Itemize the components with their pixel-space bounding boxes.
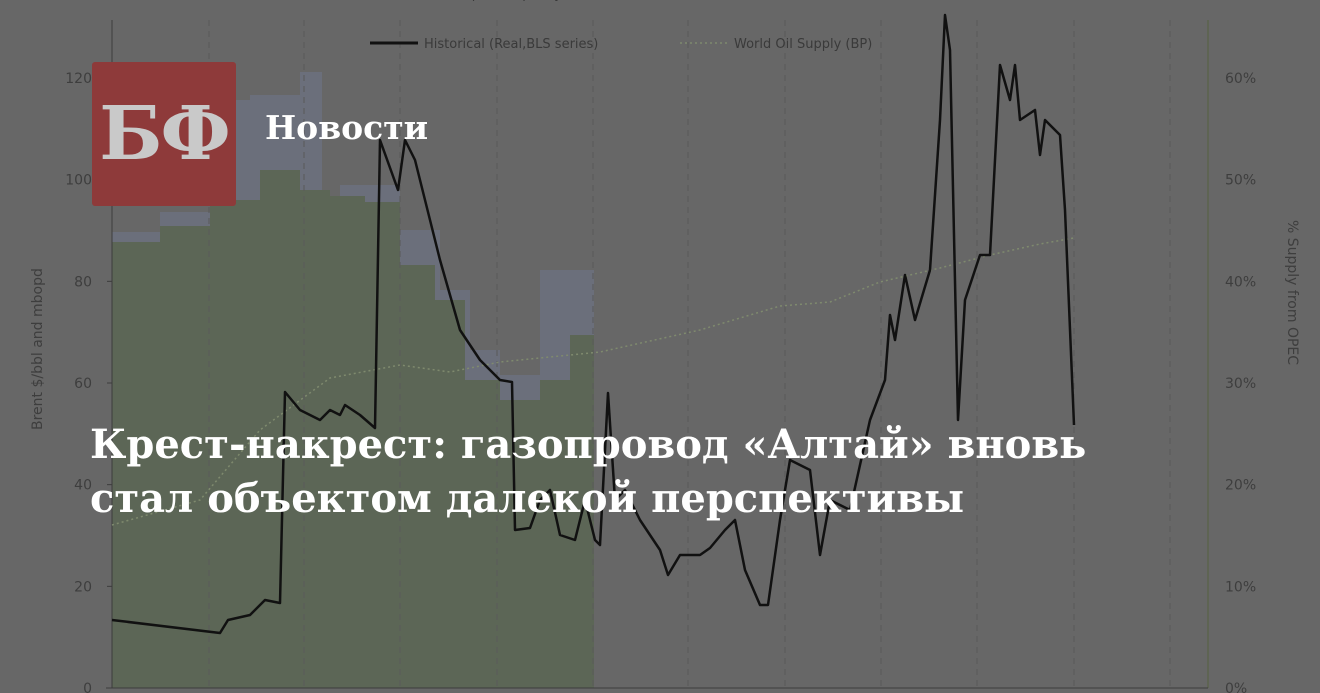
legend-label: % OPEC (BP) (734, 0, 817, 2)
y-tick-label: 120 (65, 71, 92, 87)
legend-label: World Oil Supply (BP) (734, 37, 872, 52)
headline[interactable]: Крест-накрест: газопровод «Алтай» вновь … (90, 418, 1240, 526)
world-oil-supply-line (111, 237, 1075, 526)
legend-label: Historical (Real,BLS series) (424, 37, 598, 52)
y-right-tick-label: 0% (1225, 681, 1247, 693)
headline-line-2: стал объектом далекой перспективы (90, 475, 965, 522)
y-tick-label: 80 (74, 274, 92, 290)
y-tick-label: 0 (83, 681, 92, 693)
y-right-tick-label: 50% (1225, 173, 1256, 189)
y-right-tick-label: 40% (1225, 274, 1256, 290)
headline-line-1: Крест-накрест: газопровод «Алтай» вновь (90, 421, 1087, 468)
y-right-tick-label: 20% (1225, 478, 1256, 494)
y-right-tick-label: 10% (1225, 579, 1256, 595)
section-title[interactable]: Новости (265, 108, 429, 147)
y-tick-label: 100 (65, 173, 92, 189)
opec-share-area (112, 170, 594, 688)
legend-label: OPEC Spare Capacity (EIA) (424, 0, 597, 2)
y-right-tick-label: 60% (1225, 71, 1256, 87)
historical-price-line (111, 13, 1076, 635)
y-tick-label: 40 (74, 478, 92, 494)
y-right-tick-label: 30% (1225, 376, 1256, 392)
y-axis-label: Brent $/bbl and mbopd (30, 268, 46, 430)
brand-logo[interactable]: БФ (92, 62, 236, 206)
y-axis-right-label: % Supply from OPEC (1284, 220, 1300, 365)
logo-text: БФ (99, 91, 230, 177)
y-tick-label: 60 (74, 376, 92, 392)
y-tick-label: 20 (74, 579, 92, 595)
